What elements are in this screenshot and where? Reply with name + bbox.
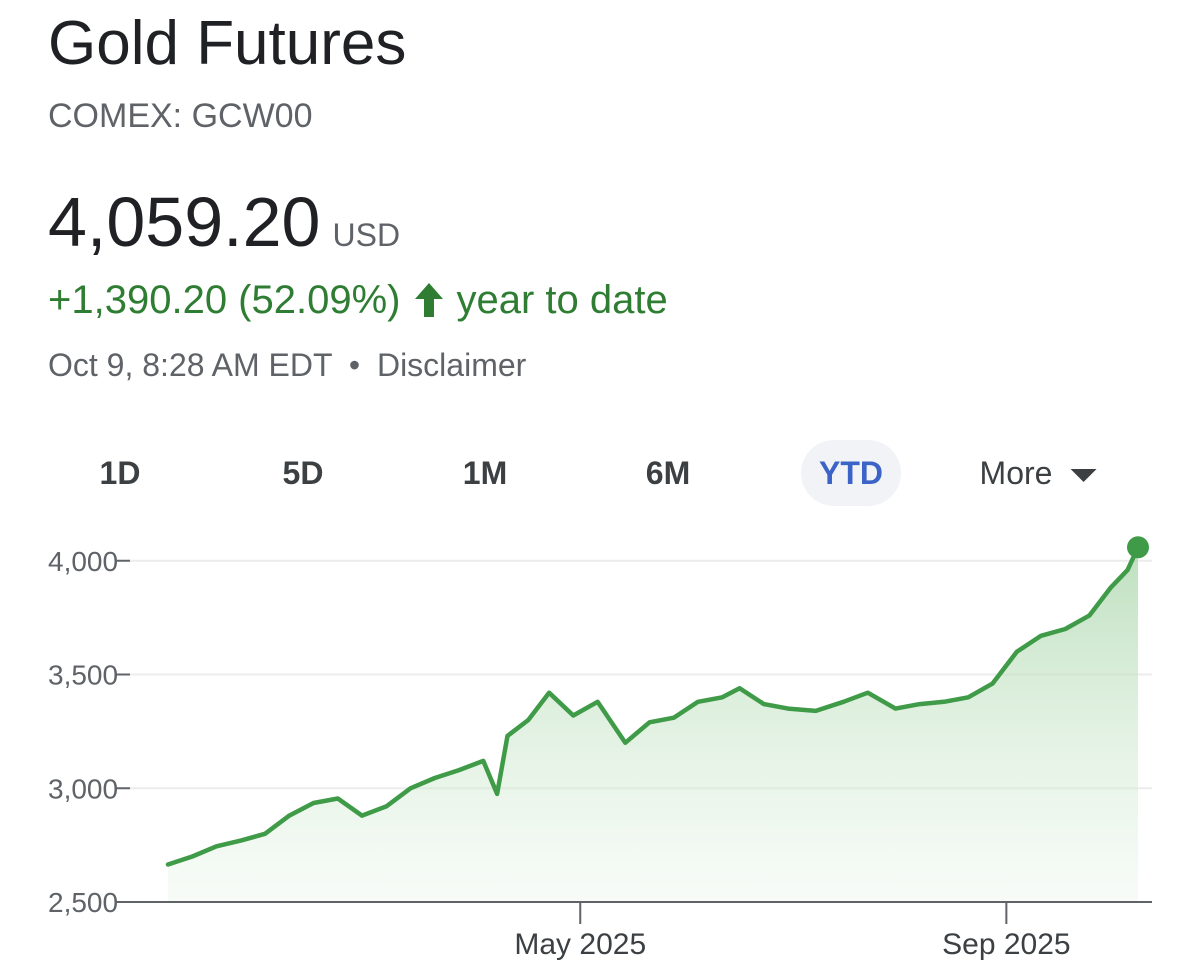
more-label: More [979, 455, 1053, 491]
timestamp: Oct 9, 8:28 AM EDT [48, 347, 332, 383]
separator-dot: • [348, 347, 361, 383]
change-row: +1,390.20 (52.09%) year to date [48, 276, 668, 324]
x-tick-label: Sep 2025 [942, 928, 1070, 961]
price-chart: 2,500 3,000 3,500 4,000 May 2025 Sep 2025 [48, 536, 1152, 961]
tab-6m[interactable]: 6M [645, 455, 691, 491]
price-change: +1,390.20 (52.09%) [48, 278, 401, 322]
up-arrow-icon [415, 283, 444, 317]
price-area [168, 547, 1138, 902]
y-axis-ticks: 2,500 3,000 3,500 4,000 [48, 546, 130, 918]
change-period: year to date [456, 278, 668, 322]
last-price-marker[interactable] [1127, 536, 1149, 559]
tab-5d[interactable]: 5D [282, 455, 324, 491]
caret-down-icon [1070, 469, 1097, 483]
price-line [165, 545, 1141, 867]
y-tick-label: 2,500 [48, 887, 118, 918]
exchange-ticker: COMEX: GCW00 [48, 97, 313, 135]
tab-1d[interactable]: 1D [99, 455, 141, 491]
more-dropdown[interactable]: More [980, 440, 1097, 506]
timestamp-row: Oct 9, 8:28 AM EDT • Disclaimer [48, 346, 526, 384]
range-tabs: 1D 5D 1M 6M YTD More [0, 440, 1200, 506]
page-title: Gold Futures [48, 9, 407, 78]
y-tick-label: 3,000 [48, 773, 118, 804]
tab-ytd[interactable]: YTD [801, 440, 901, 506]
y-tick-label: 4,000 [48, 546, 118, 577]
disclaimer-link[interactable]: Disclaimer [376, 347, 527, 383]
current-price: 4,059.20 [48, 183, 321, 261]
tab-1m[interactable]: 1M [462, 455, 508, 491]
x-tick-label: May 2025 [514, 928, 646, 961]
y-tick-label: 3,500 [48, 660, 118, 691]
x-axis-ticks: May 2025 Sep 2025 [514, 902, 1071, 961]
currency-label: USD [332, 217, 401, 253]
price-row: 4,059.20 USD [48, 182, 400, 262]
